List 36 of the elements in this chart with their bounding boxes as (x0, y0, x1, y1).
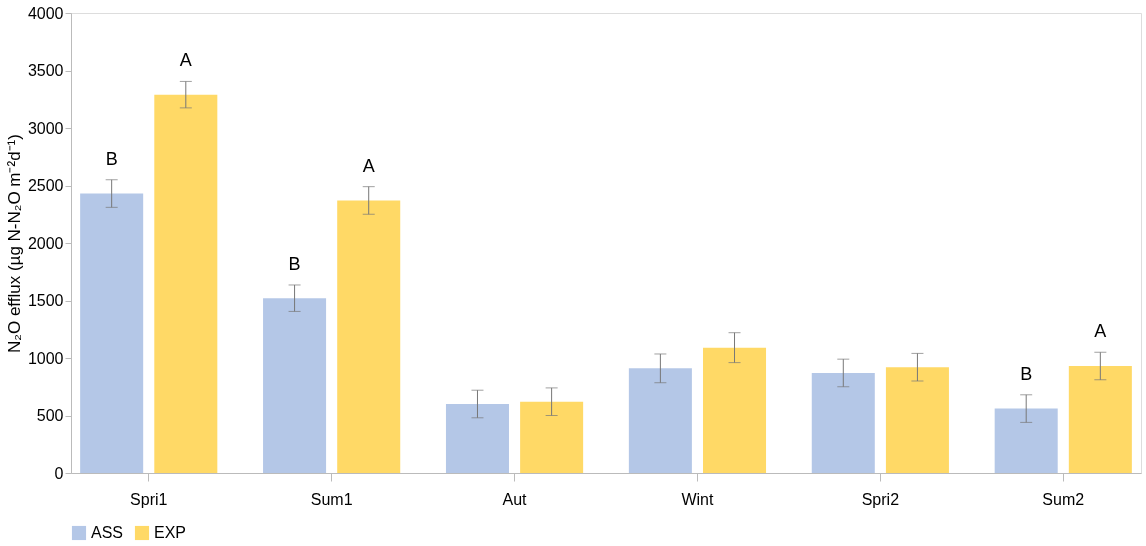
x-tick-label: Sum1 (310, 490, 353, 508)
bar (263, 298, 327, 473)
bar (994, 408, 1058, 473)
data-label: A (179, 50, 192, 71)
bar (445, 404, 509, 473)
legend-label: ASS (91, 524, 124, 541)
bar (1068, 366, 1132, 473)
data-label: A (1094, 321, 1107, 342)
x-tick-label: Spri2 (861, 490, 900, 508)
bar (154, 94, 218, 473)
y-tick-label: 4000 (27, 4, 64, 22)
y-tick-label: 2000 (27, 234, 64, 252)
y-tick-label: 500 (36, 407, 64, 424)
bar (337, 200, 401, 473)
y-tick-label: 0 (54, 464, 64, 482)
data-label: B (288, 253, 301, 274)
bar (885, 367, 949, 473)
data-label: B (105, 148, 118, 169)
x-tick-label: Sum2 (1042, 490, 1085, 508)
x-tick-label: Wint (681, 490, 715, 508)
bar (703, 347, 767, 473)
data-label: B (1020, 363, 1033, 384)
y-tick-label: 2500 (27, 177, 64, 194)
y-tick-label: 3000 (27, 119, 64, 137)
y-tick-label: 1500 (27, 292, 64, 309)
bar (811, 372, 875, 473)
y-tick-label: 3500 (27, 62, 64, 79)
y-tick-label: 1000 (27, 349, 64, 367)
bar (628, 368, 692, 473)
x-tick-label: Spri1 (130, 490, 168, 508)
data-label: A (362, 155, 375, 176)
bar (520, 401, 584, 473)
x-tick-label: Aut (502, 490, 528, 508)
y-axis-title: N₂O efflux (µg N-N₂O m⁻²d⁻¹) (4, 134, 24, 353)
legend-label: EXP (154, 524, 187, 541)
bar (80, 193, 144, 473)
